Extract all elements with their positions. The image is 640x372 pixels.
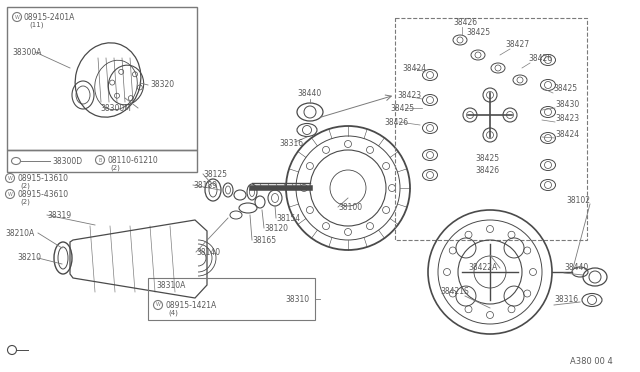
Bar (395, 18, 587, 240)
Text: 38425: 38425 (553, 83, 577, 93)
Text: 38154: 38154 (276, 214, 300, 222)
Text: 38440: 38440 (564, 263, 588, 273)
Text: 38421S: 38421S (440, 288, 468, 296)
Text: 38165: 38165 (252, 235, 276, 244)
Text: 38102: 38102 (566, 196, 590, 205)
Text: B: B (99, 157, 102, 163)
Text: 38300D: 38300D (52, 157, 82, 166)
Text: 38430: 38430 (555, 99, 579, 109)
Text: 38425: 38425 (475, 154, 499, 163)
Text: 08915-2401A: 08915-2401A (23, 13, 74, 22)
Text: 38316: 38316 (554, 295, 578, 305)
Bar (7, 150, 197, 172)
Text: 38424: 38424 (402, 64, 426, 73)
Text: (4): (4) (168, 310, 178, 316)
Text: 38310: 38310 (286, 295, 310, 304)
Text: 08110-61210: 08110-61210 (107, 155, 157, 164)
Text: (11): (11) (29, 22, 44, 28)
Text: 08915-1421A: 08915-1421A (165, 301, 216, 310)
Text: 38426: 38426 (384, 118, 408, 126)
Text: (2): (2) (20, 199, 30, 205)
Text: 38426: 38426 (528, 54, 552, 62)
Text: 38440: 38440 (297, 89, 321, 97)
Text: 38300A: 38300A (12, 48, 42, 57)
Text: 38120: 38120 (264, 224, 288, 232)
Text: 38427: 38427 (505, 39, 529, 48)
Text: A380 00 4: A380 00 4 (570, 357, 612, 366)
Text: 38423: 38423 (397, 90, 421, 99)
Text: 38425: 38425 (466, 28, 490, 36)
Text: 38140: 38140 (196, 247, 220, 257)
Text: (2): (2) (110, 165, 120, 171)
Text: 38310A: 38310A (156, 280, 186, 289)
Text: 38422A: 38422A (468, 263, 497, 273)
Text: 38100: 38100 (338, 202, 362, 212)
Text: 38423: 38423 (555, 113, 579, 122)
Bar (148, 278, 315, 320)
Text: W: W (8, 192, 12, 196)
Text: 38425: 38425 (390, 103, 414, 112)
Text: 38189: 38189 (193, 180, 217, 189)
Text: 38316: 38316 (279, 138, 303, 148)
Bar (7, 7, 197, 150)
Text: 38210A: 38210A (5, 228, 35, 237)
Text: W: W (8, 176, 12, 180)
Text: W: W (156, 302, 161, 308)
Text: 38210: 38210 (17, 253, 41, 263)
Text: 38319: 38319 (47, 211, 71, 219)
Text: 08915-43610: 08915-43610 (17, 189, 68, 199)
Text: 38300M: 38300M (100, 103, 131, 112)
Text: 38125: 38125 (203, 170, 227, 179)
Text: 38320: 38320 (150, 80, 174, 89)
Text: 38426: 38426 (453, 17, 477, 26)
Text: 08915-13610: 08915-13610 (17, 173, 68, 183)
Text: W: W (15, 15, 19, 19)
Text: 38426: 38426 (475, 166, 499, 174)
Text: 38424: 38424 (555, 129, 579, 138)
Text: (2): (2) (20, 183, 30, 189)
